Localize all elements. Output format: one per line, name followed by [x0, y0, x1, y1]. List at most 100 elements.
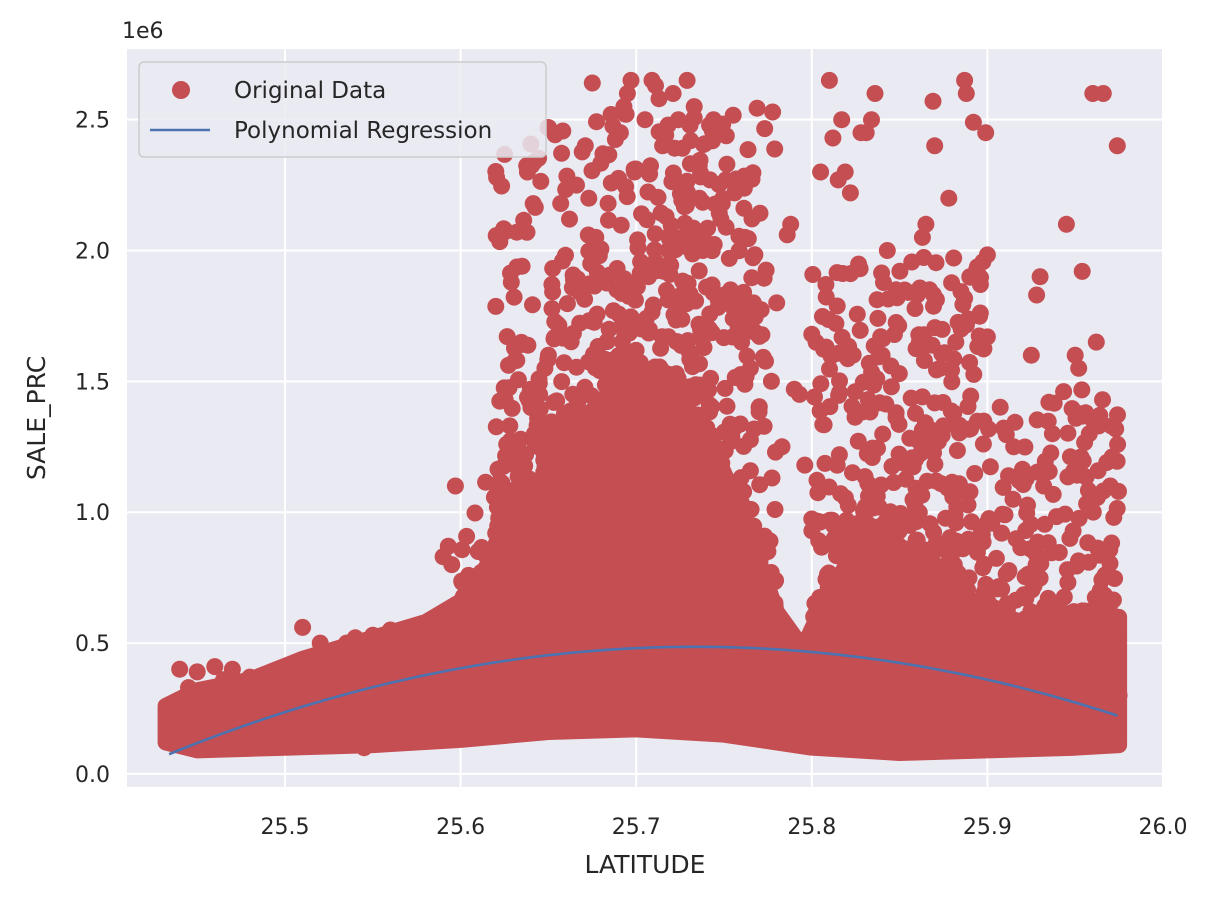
- scatter-point: [513, 257, 531, 275]
- scatter-point: [1017, 522, 1035, 539]
- scatter-point: [588, 113, 605, 131]
- scatter-point: [952, 283, 970, 301]
- scatter-point: [294, 618, 312, 636]
- scatter-point: [548, 315, 566, 333]
- scatter-point: [311, 634, 329, 652]
- scatter-point: [346, 629, 364, 647]
- scatter-point: [1016, 568, 1034, 586]
- scatter-point: [934, 394, 952, 411]
- scatter-point: [960, 420, 978, 438]
- scatter-point: [741, 526, 759, 544]
- scatter-point: [678, 295, 696, 313]
- scatter-point: [640, 268, 657, 286]
- scatter-point: [988, 580, 1006, 598]
- scatter-point: [553, 144, 571, 162]
- scatter-point: [809, 484, 827, 502]
- scatter-point: [911, 445, 929, 463]
- scatter-point: [446, 477, 464, 495]
- scatter-point: [732, 494, 750, 512]
- scatter-point: [974, 435, 992, 453]
- scatter-point: [927, 254, 945, 272]
- legend-label-original-data: Original Data: [234, 78, 386, 104]
- scatter-point: [791, 385, 808, 403]
- scatter-point: [833, 328, 851, 346]
- scatter-point: [766, 501, 784, 518]
- scatter-point: [809, 602, 827, 620]
- scatter-point: [1029, 533, 1047, 551]
- scatter-point: [834, 525, 852, 543]
- scatter-point: [757, 352, 774, 370]
- scatter-point: [916, 414, 934, 432]
- scatter-point: [1105, 508, 1123, 526]
- scatter-point: [626, 163, 643, 181]
- scatter-point: [915, 352, 933, 369]
- scatter-point: [713, 194, 731, 212]
- scatter-point: [717, 171, 735, 189]
- scatter-point: [881, 503, 899, 521]
- scatter-point: [720, 249, 738, 267]
- scatter-point: [804, 266, 822, 283]
- scatter-point: [511, 504, 529, 522]
- scatter-point: [171, 660, 189, 678]
- scatter-point: [1093, 571, 1111, 589]
- scatter-point: [971, 276, 989, 293]
- scatter-point: [453, 573, 471, 591]
- scatter-point: [675, 198, 693, 216]
- scatter-point: [832, 485, 850, 503]
- scatter-point: [873, 346, 891, 364]
- scatter-point: [1035, 477, 1053, 495]
- scatter-point: [469, 567, 487, 585]
- scatter-point: [887, 404, 905, 422]
- scatter-point: [885, 474, 903, 491]
- scatter-point: [729, 294, 747, 312]
- scatter-point: [806, 388, 823, 406]
- scatter-point: [812, 375, 830, 393]
- scatter-point: [491, 392, 509, 410]
- scatter-point: [721, 477, 739, 494]
- scatter-point: [1040, 393, 1058, 411]
- y-tick-label: 0.0: [75, 763, 110, 788]
- scatter-point: [907, 479, 925, 497]
- scatter-point: [458, 527, 476, 545]
- scatter-point: [657, 208, 675, 225]
- x-tick-label: 26.0: [1139, 815, 1188, 840]
- scatter-point: [980, 510, 998, 528]
- scatter-point: [1068, 557, 1086, 575]
- scatter-point: [553, 373, 571, 391]
- scatter-point: [856, 498, 874, 516]
- scatter-point: [576, 137, 594, 155]
- scatter-point: [498, 328, 516, 346]
- scatter-point: [454, 587, 472, 605]
- scatter-point: [833, 111, 851, 129]
- scatter-point: [836, 163, 854, 181]
- scatter-point: [694, 242, 712, 259]
- scatter-point: [1036, 515, 1054, 533]
- scatter-point: [921, 281, 938, 299]
- scatter-point: [1022, 346, 1040, 364]
- scatter-point: [954, 540, 972, 558]
- scatter-point: [762, 372, 780, 390]
- scatter-point: [766, 140, 784, 158]
- scatter-point: [617, 178, 635, 196]
- scatter-point: [539, 346, 557, 364]
- scatter-point: [947, 572, 965, 590]
- scatter-point: [496, 495, 513, 513]
- scatter-point: [590, 360, 608, 378]
- scatter-point: [857, 124, 875, 142]
- scatter-point: [206, 658, 224, 676]
- scatter-point: [1055, 383, 1073, 401]
- scatter-point: [598, 332, 616, 350]
- scatter-point: [381, 621, 399, 639]
- scatter-point: [782, 215, 800, 233]
- scatter-point: [964, 113, 982, 131]
- scatter-point: [927, 472, 945, 490]
- scatter-point: [650, 123, 668, 141]
- scatter-point: [748, 99, 766, 117]
- scatter-point: [1061, 448, 1079, 466]
- scatter-point: [1018, 504, 1036, 522]
- scatter-point: [941, 529, 959, 547]
- scatter-point: [828, 456, 846, 474]
- scatter-point: [743, 210, 761, 228]
- scatter-point: [602, 106, 620, 123]
